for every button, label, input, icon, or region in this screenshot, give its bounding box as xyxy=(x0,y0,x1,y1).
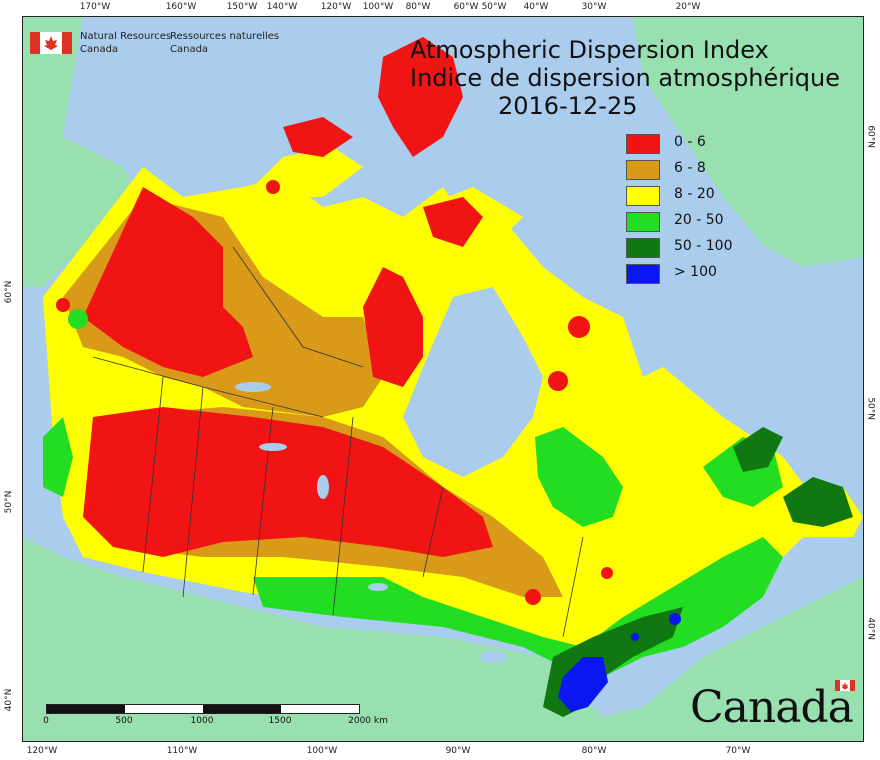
lon-tick-top: 50°W xyxy=(481,2,507,12)
lon-tick-bottom: 80°W xyxy=(581,746,607,756)
lat-tick-left: 50°N xyxy=(4,490,14,514)
zone-0-6-spot xyxy=(525,589,541,605)
agency-en-line2: Canada xyxy=(80,44,119,55)
lon-tick-bottom: 90°W xyxy=(445,746,471,756)
agency-name-fr: Ressources naturelles Canada xyxy=(170,30,290,56)
scale-segment xyxy=(47,705,125,713)
wordmark-flag-icon xyxy=(834,680,855,691)
canada-wordmark: Canada xyxy=(690,680,855,733)
zone-0-6-baffin xyxy=(423,197,483,247)
lon-tick-top: 170°W xyxy=(79,2,111,12)
lon-tick-bottom: 120°W xyxy=(26,746,58,756)
lon-tick-bottom: 110°W xyxy=(166,746,198,756)
lon-tick-top: 100°W xyxy=(362,2,394,12)
wordmark-text: Canada xyxy=(690,682,854,733)
lat-tick-left: 40°N xyxy=(4,688,14,712)
usa-land xyxy=(23,537,863,741)
lat-tick-right: 40°N xyxy=(866,617,876,640)
zone-20-50-bc xyxy=(43,417,73,497)
lon-tick-bottom: 70°W xyxy=(725,746,751,756)
lon-tick-top: 30°W xyxy=(581,2,607,12)
legend-swatch xyxy=(626,160,660,180)
zone-0-6-spot xyxy=(568,316,590,338)
zone-0-6-spot xyxy=(56,298,70,312)
lon-tick-top: 160°W xyxy=(165,2,197,12)
lat-tick-left: 60°N xyxy=(4,280,14,304)
legend-swatch xyxy=(626,238,660,258)
lon-tick-top: 140°W xyxy=(266,2,298,12)
legend-label: 6 - 8 xyxy=(674,160,706,176)
zone-0-6-west xyxy=(83,187,253,377)
agency-fr-line2: Canada xyxy=(170,44,209,55)
legend-swatch xyxy=(626,186,660,206)
lat-tick-right: 50°N xyxy=(866,397,876,420)
canada-flag-icon xyxy=(30,32,72,54)
zone-over-100-spot xyxy=(669,613,681,625)
lon-tick-top: 40°W xyxy=(523,2,549,12)
lon-tick-bottom: 100°W xyxy=(306,746,338,756)
scale-label: 0 xyxy=(43,716,49,726)
lon-tick-top: 120°W xyxy=(320,2,352,12)
zone-50-100-labrador xyxy=(733,427,783,472)
legend-swatch xyxy=(626,134,660,154)
zone-0-6-spot xyxy=(548,371,568,391)
legend-label: 50 - 100 xyxy=(674,238,733,254)
zone-0-6-ellesmere xyxy=(378,37,463,157)
legend-swatch xyxy=(626,212,660,232)
lon-tick-top: 20°W xyxy=(675,2,701,12)
dispersion-map xyxy=(22,16,864,742)
scale-bar-track xyxy=(46,704,360,714)
zone-over-100-lakes xyxy=(558,657,608,712)
zone-0-6-arctic xyxy=(283,117,353,157)
zone-20-50-quebec xyxy=(535,427,623,527)
agency-name-en: Natural Resources Canada xyxy=(80,30,180,56)
agency-en-line1: Natural Resources xyxy=(80,31,172,42)
map-canvas xyxy=(23,17,863,741)
legend-label: > 100 xyxy=(674,264,717,280)
lakes xyxy=(235,382,507,663)
provincial-borders xyxy=(92,246,584,638)
zone-50-100-newfoundland xyxy=(783,477,853,527)
title-fr: Indice de dispersion atmosphérique xyxy=(410,64,841,92)
zone-0-6-spot xyxy=(266,180,280,194)
lat-tick-right: 60°N xyxy=(866,125,876,148)
agency-fr-line1: Ressources naturelles xyxy=(170,31,280,42)
legend-label: 8 - 20 xyxy=(674,186,715,202)
scale-label: 500 xyxy=(115,716,133,726)
legend-label: 20 - 50 xyxy=(674,212,724,228)
scale-label: 1000 xyxy=(190,716,214,726)
title-date: 2016-12-25 xyxy=(498,92,638,120)
greenland-land xyxy=(633,17,863,267)
scale-label: 2000 km xyxy=(348,716,388,726)
scale-segment xyxy=(203,705,281,713)
title-en: Atmospheric Dispersion Index xyxy=(410,36,769,64)
zone-0-6-north xyxy=(363,267,423,387)
lon-tick-top: 150°W xyxy=(226,2,258,12)
zone-over-100-spot xyxy=(631,633,639,641)
map-title: Atmospheric Dispersion Index Indice de d… xyxy=(410,36,840,120)
scale-label: 1500 xyxy=(268,716,292,726)
lon-tick-top: 60°W xyxy=(453,2,479,12)
lon-tick-top: 80°W xyxy=(405,2,431,12)
zone-8-20-arctic xyxy=(243,147,363,197)
zone-20-50-spot xyxy=(68,309,88,329)
legend-swatch xyxy=(626,264,660,284)
zone-0-6-spot xyxy=(601,567,613,579)
zone-0-6-prairie xyxy=(83,407,493,557)
legend-label: 0 - 6 xyxy=(674,134,706,150)
hudson-bay xyxy=(403,287,543,477)
